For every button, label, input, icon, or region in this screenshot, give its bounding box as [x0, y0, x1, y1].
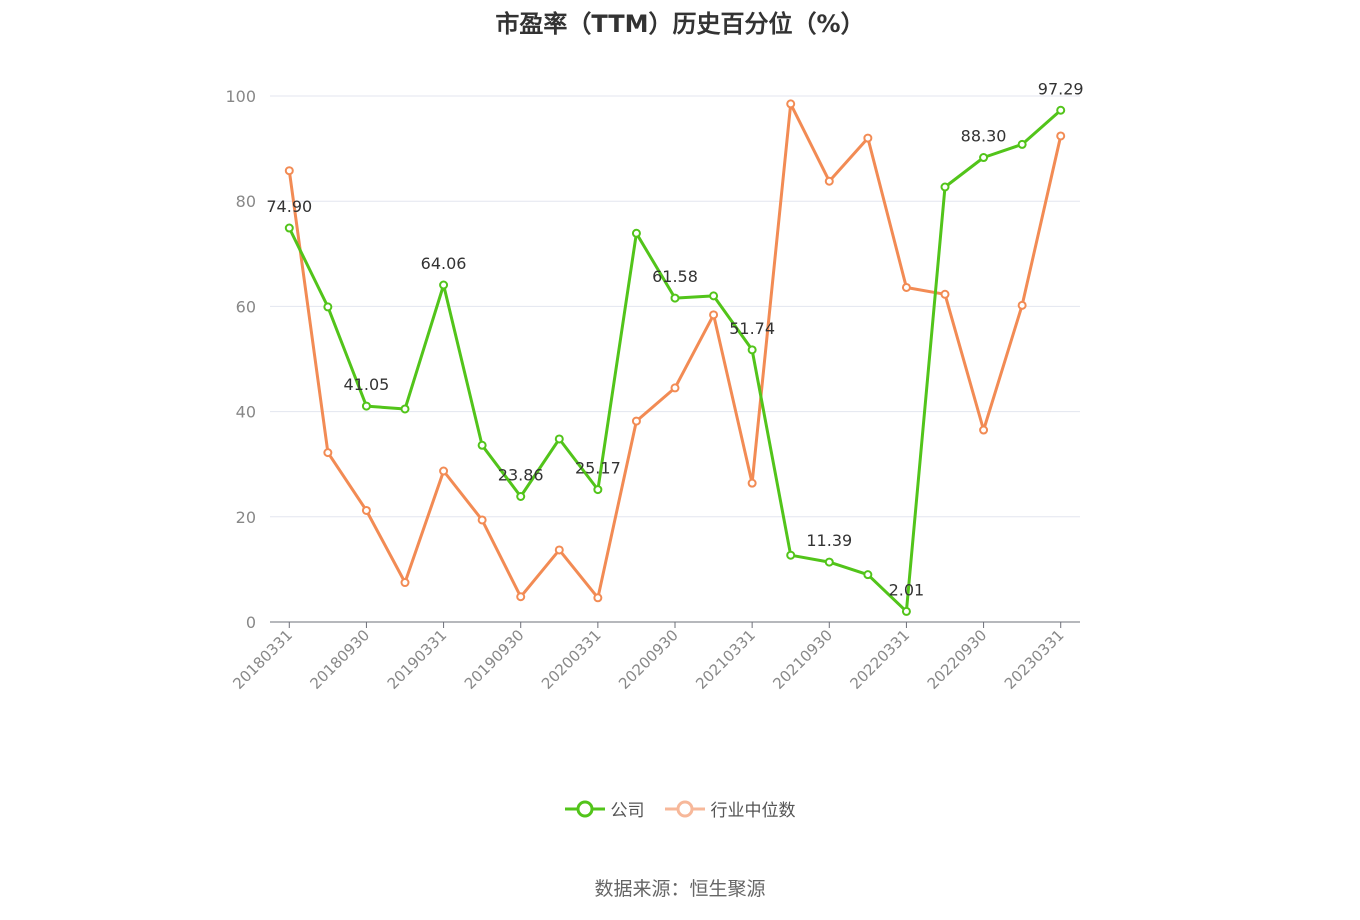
x-tick-label: 20200331 — [538, 626, 605, 693]
data-label-company: 61.58 — [652, 267, 698, 286]
legend-company-marker-icon — [564, 800, 605, 817]
legend-industry-marker-icon — [664, 800, 705, 817]
data-label-company: 23.86 — [498, 465, 544, 484]
x-tick-label: 20180930 — [307, 626, 374, 693]
legend-company-label: 公司 — [610, 801, 645, 821]
data-point-company — [709, 291, 719, 301]
data-point-industry — [863, 133, 873, 143]
data-point-company — [323, 302, 333, 312]
legend-industry-label: 行业中位数 — [710, 801, 796, 821]
data-point-company — [747, 345, 757, 355]
x-tick-label: 20180331 — [229, 626, 296, 693]
x-tick-label: 20190331 — [384, 626, 451, 693]
data-point-company — [439, 280, 449, 290]
data-label-company: 41.05 — [344, 375, 390, 394]
data-point-industry — [1056, 131, 1066, 141]
y-tick-label: 80 — [236, 192, 256, 211]
data-source-text: 数据来源：恒生聚源 — [594, 878, 766, 900]
y-tick-label: 100 — [225, 87, 256, 106]
data-point-company — [863, 570, 873, 580]
data-point-industry — [400, 578, 410, 588]
data-point-company — [1056, 105, 1066, 115]
data-point-industry — [516, 592, 526, 602]
x-tick-label: 20220331 — [847, 626, 914, 693]
data-point-company — [593, 485, 603, 495]
data-point-industry — [901, 282, 911, 292]
data-point-company — [516, 491, 526, 501]
data-point-industry — [361, 505, 371, 515]
data-point-company — [400, 404, 410, 414]
x-tick-label: 20230331 — [1001, 626, 1068, 693]
data-point-industry — [323, 448, 333, 458]
data-point-company — [940, 182, 950, 192]
data-point-industry — [593, 593, 603, 603]
legend-item-company[interactable]: 公司 — [564, 796, 645, 821]
chart-title: 市盈率（TTM）历史百分位（%） — [495, 10, 865, 38]
data-point-company — [477, 440, 487, 450]
data-point-industry — [670, 383, 680, 393]
data-point-company — [824, 557, 834, 567]
data-point-industry — [979, 425, 989, 435]
data-label-company: 97.29 — [1038, 79, 1084, 98]
x-tick-label: 20210331 — [692, 626, 759, 693]
data-point-company — [901, 606, 911, 616]
y-tick-label: 0 — [246, 613, 256, 632]
data-point-industry — [786, 99, 796, 109]
data-point-industry — [439, 466, 449, 476]
y-tick-label: 20 — [236, 508, 256, 527]
data-point-company — [284, 223, 294, 233]
data-label-company: 74.90 — [266, 197, 312, 216]
data-label-company: 64.06 — [421, 254, 467, 273]
data-label-company: 25.17 — [575, 459, 621, 478]
data-point-company — [786, 550, 796, 560]
data-label-company: 11.39 — [806, 531, 852, 550]
data-label-company: 51.74 — [729, 319, 775, 338]
data-point-company — [979, 153, 989, 163]
data-point-industry — [824, 176, 834, 186]
data-point-company — [631, 228, 641, 238]
x-tick-label: 20210930 — [769, 626, 836, 693]
data-label-company: 2.01 — [889, 580, 925, 599]
data-point-industry — [631, 416, 641, 426]
data-point-company — [1017, 139, 1027, 149]
chart-legend: 公司 行业中位数 — [0, 796, 1360, 821]
y-tick-label: 60 — [236, 297, 256, 316]
series-line-industry — [287, 102, 1063, 600]
data-point-industry — [709, 310, 719, 320]
data-point-industry — [747, 478, 757, 488]
x-tick-label: 20190930 — [461, 626, 528, 693]
legend-item-industry[interactable]: 行业中位数 — [664, 796, 796, 821]
data-point-industry — [1017, 300, 1027, 310]
data-point-company — [361, 401, 371, 411]
data-point-industry — [554, 545, 564, 555]
data-point-company — [670, 293, 680, 303]
data-point-industry — [477, 515, 487, 525]
data-label-company: 88.30 — [961, 127, 1007, 146]
data-point-company — [554, 434, 564, 444]
data-point-industry — [284, 166, 294, 176]
data-point-industry — [940, 289, 950, 299]
y-tick-label: 40 — [236, 403, 256, 422]
x-tick-label: 20220930 — [924, 626, 991, 693]
x-tick-label: 20200930 — [615, 626, 682, 693]
